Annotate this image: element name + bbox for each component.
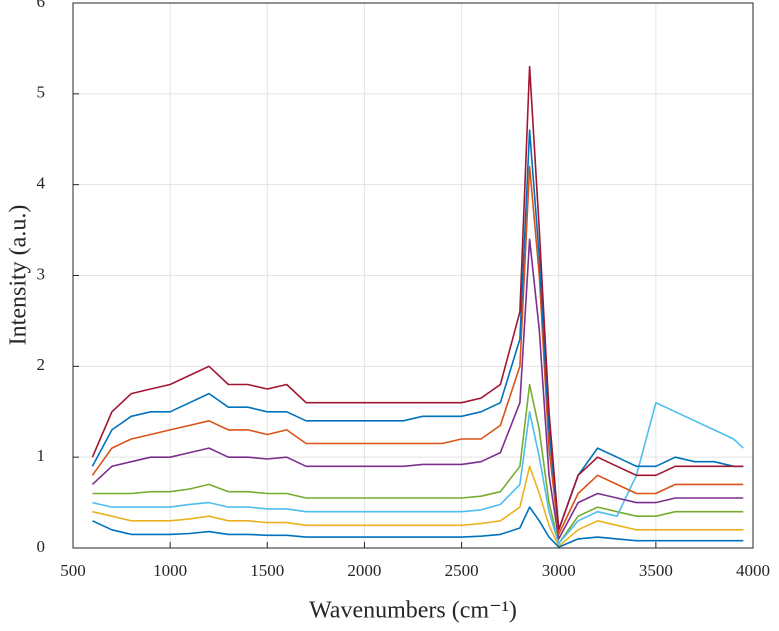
x-tick-label: 1000 bbox=[153, 561, 187, 580]
y-tick-label: 5 bbox=[37, 83, 46, 102]
x-tick-label: 500 bbox=[60, 561, 86, 580]
y-tick-label: 1 bbox=[37, 446, 46, 465]
y-tick-label: 0 bbox=[37, 537, 46, 556]
plot-frame bbox=[72, 2, 754, 549]
y-tick-label: 2 bbox=[37, 355, 46, 374]
x-axis-label: Wavenumbers (cm⁻¹) bbox=[309, 598, 517, 624]
spectrum-line bbox=[92, 401, 744, 545]
x-tick-label: 3500 bbox=[639, 561, 673, 580]
x-tick-label: 4000 bbox=[736, 561, 770, 580]
x-tick-label: 1500 bbox=[250, 561, 284, 580]
spectrum-line bbox=[91, 65, 744, 531]
spectrum-line bbox=[91, 165, 744, 536]
spectrum-line bbox=[92, 383, 744, 545]
spectrum-line bbox=[91, 129, 744, 531]
y-tick-label: 3 bbox=[37, 264, 46, 283]
spectrum-line bbox=[92, 506, 744, 548]
spectrum-line bbox=[92, 465, 744, 547]
spectrum-line bbox=[91, 238, 744, 540]
x-tick-label: 2000 bbox=[347, 561, 381, 580]
x-tick-label: 3000 bbox=[542, 561, 576, 580]
y-axis-label: Intensity (a.u.) bbox=[6, 205, 32, 346]
x-tick-label: 2500 bbox=[445, 561, 479, 580]
y-tick-label: 6 bbox=[37, 0, 46, 11]
y-tick-label: 4 bbox=[37, 174, 46, 193]
